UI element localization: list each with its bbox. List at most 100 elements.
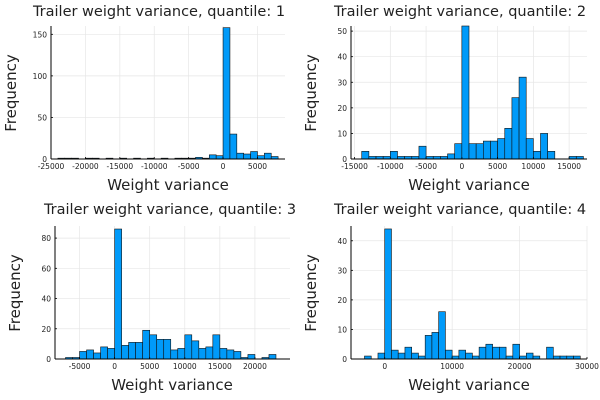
y-tick-label: 10 — [337, 129, 347, 138]
histogram-bar — [504, 128, 513, 160]
histogram-bar — [100, 346, 108, 360]
histogram-bar — [492, 346, 500, 360]
histogram-bar — [478, 346, 487, 360]
x-tick-label: 5000 — [488, 162, 507, 171]
histogram-bar — [461, 25, 470, 160]
histogram-bar — [411, 352, 419, 360]
y-tick-label: 40 — [337, 53, 347, 62]
x-axis-label: Weight variance — [107, 176, 229, 194]
x-tick-label: -10000 — [377, 162, 404, 171]
histogram-bar — [526, 352, 534, 360]
histogram-bar — [114, 228, 122, 360]
y-tick-label: 0 — [42, 155, 47, 164]
histogram-bar — [219, 348, 228, 360]
histogram-bar — [121, 345, 129, 360]
chart-title: Trailer weight variance, quantile: 2 — [333, 4, 586, 20]
histogram-bar — [229, 133, 238, 160]
y-tick-label: 50 — [337, 27, 347, 36]
histogram-bar — [547, 151, 556, 160]
x-tick-label: -5000 — [178, 162, 200, 171]
histogram-bar — [497, 138, 506, 160]
x-tick-label: 0 — [459, 162, 464, 171]
histogram-bar — [226, 349, 235, 360]
histogram-bar — [250, 151, 258, 160]
x-tick-label: -25000 — [38, 162, 65, 171]
histogram-bar — [233, 351, 242, 360]
histogram-bar — [198, 348, 207, 360]
histogram-bar — [485, 343, 493, 360]
y-tick-label: 50 — [37, 113, 47, 122]
histogram-bar — [465, 352, 473, 360]
histogram-panel-3: -5000 0 5000 10000 15000 20000 0 20 40 60 80 Traile… — [6, 202, 296, 394]
histogram-bar — [212, 334, 221, 360]
histogram-bar — [79, 351, 87, 360]
y-tick-label: 40 — [41, 295, 51, 304]
y-tick-label: 100 — [33, 72, 48, 81]
x-tick-label: 10000 — [173, 362, 197, 371]
histogram-bar — [264, 152, 272, 160]
histogram-bar — [490, 140, 498, 160]
histogram-bar — [135, 342, 143, 360]
histogram-panel-2: -15000 -10000 -5000 0 5000 10000 15000 0 10 20 30 4… — [302, 4, 587, 194]
histogram-bar — [533, 151, 541, 160]
histogram-bar — [483, 140, 491, 160]
histogram-bar — [454, 143, 463, 160]
histogram-bar — [540, 133, 548, 160]
histogram-bar — [418, 145, 427, 160]
histogram-bar — [142, 329, 151, 360]
histogram-bar — [377, 352, 386, 360]
x-tick-label: 0 — [112, 362, 117, 371]
y-tick-label: 40 — [337, 237, 347, 246]
x-tick-label: -10000 — [141, 162, 168, 171]
histogram-bar — [156, 339, 165, 360]
x-axis-label: Weight variance — [408, 376, 530, 394]
histogram-panel-4: 0 10000 20000 30000 0 10 20 30 40 Trailer weight … — [302, 202, 599, 394]
histogram-bar — [499, 346, 507, 360]
x-tick-label: 15000 — [557, 162, 581, 171]
histogram-bar — [208, 154, 217, 160]
histogram-bar — [458, 349, 466, 360]
chart-title: Trailer weight variance, quantile: 1 — [32, 4, 285, 20]
histogram-bar — [268, 354, 277, 360]
x-tick-label: 20000 — [508, 362, 532, 371]
y-tick-label: 0 — [342, 355, 347, 364]
histogram-panel-1: -25000 -20000 -15000 -10000 -5000 0 5000 0 50 100… — [2, 4, 285, 194]
histogram-bar — [404, 346, 412, 360]
histogram-bar — [149, 334, 158, 360]
histogram-bar — [163, 339, 172, 360]
histogram-bar — [475, 143, 484, 160]
chart-title: Trailer weight variance, quantile: 4 — [333, 202, 586, 218]
x-tick-label: -15000 — [107, 162, 134, 171]
x-tick-label: -15000 — [341, 162, 368, 171]
x-axis-label: Weight variance — [408, 176, 530, 194]
y-tick-label: 60 — [41, 264, 51, 273]
histogram-bar — [546, 346, 554, 360]
y-tick-label: 30 — [337, 266, 347, 275]
histogram-bar — [384, 228, 392, 360]
histogram-bar — [86, 349, 94, 360]
histogram-bar — [445, 349, 453, 360]
x-tick-label: -5000 — [415, 162, 437, 171]
y-axis-label: Frequency — [6, 254, 24, 332]
histogram-bar — [361, 151, 370, 160]
y-tick-label: 20 — [337, 296, 347, 305]
histogram-bar — [128, 342, 136, 360]
histogram-bar — [397, 352, 406, 360]
x-tick-label: 5000 — [140, 362, 159, 371]
histogram-bar — [431, 332, 439, 360]
x-tick-label: 20000 — [243, 362, 267, 371]
y-tick-label: 30 — [337, 78, 347, 87]
x-tick-label: -5000 — [69, 362, 91, 371]
histogram-bar — [518, 76, 527, 160]
histogram-bar — [424, 335, 433, 360]
histogram-bar — [107, 348, 115, 360]
y-tick-label: 0 — [46, 355, 51, 364]
histogram-bar — [170, 349, 179, 360]
x-tick-label: 0 — [221, 162, 226, 171]
histogram-bar — [247, 354, 256, 360]
y-tick-label: 20 — [337, 104, 347, 113]
histogram-bar — [390, 151, 398, 160]
histogram-bar — [525, 138, 534, 160]
x-tick-label: 15000 — [208, 362, 232, 371]
